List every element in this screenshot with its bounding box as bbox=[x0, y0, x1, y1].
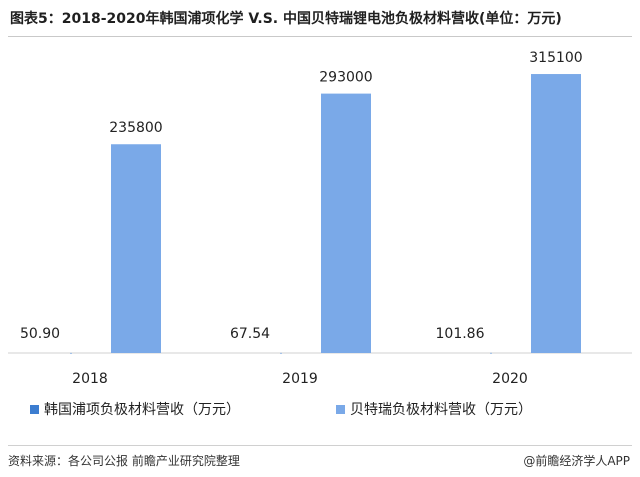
bar-btr-2018 bbox=[111, 144, 161, 353]
data-label-btr-2020: 315100 bbox=[529, 50, 582, 66]
data-label-btr-2018: 235800 bbox=[109, 120, 162, 136]
credit-note: @前瞻经济学人APP bbox=[523, 454, 630, 468]
bar-btr-2019 bbox=[321, 93, 371, 353]
bar-btr-2020 bbox=[531, 74, 581, 353]
footer-divider bbox=[8, 445, 632, 446]
x-tick-label-2020: 2020 bbox=[492, 371, 528, 387]
x-tick-labels: 2018 2019 2020 bbox=[72, 371, 528, 387]
data-label-posco-2019: 67.54 bbox=[230, 326, 270, 342]
bars-group: 50.90 67.54 101.86 235800 293000 315100 bbox=[20, 50, 583, 354]
title-divider bbox=[8, 36, 632, 37]
data-label-posco-2018: 50.90 bbox=[20, 326, 60, 342]
legend-label-2: 贝特瑞负极材料营收（万元） bbox=[350, 402, 532, 418]
bar-posco-2020 bbox=[490, 352, 492, 354]
legend-swatch-2 bbox=[336, 405, 345, 414]
legend-label-1: 韩国浦项负极材料营收（万元） bbox=[44, 402, 240, 418]
bar-posco-2018 bbox=[70, 352, 72, 354]
x-tick-label-2019: 2019 bbox=[282, 371, 318, 387]
data-label-btr-2019: 293000 bbox=[319, 70, 372, 86]
legend-swatch-1 bbox=[30, 405, 39, 414]
data-label-posco-2020: 101.86 bbox=[436, 326, 485, 342]
x-tick-label-2018: 2018 bbox=[72, 371, 108, 387]
source-note: 资料来源：各公司公报 前瞻产业研究院整理 bbox=[8, 454, 240, 468]
legend: 韩国浦项负极材料营收（万元） 贝特瑞负极材料营收（万元） bbox=[30, 402, 532, 418]
bar-posco-2019 bbox=[280, 352, 282, 354]
chart-title: 图表5：2018-2020年韩国浦项化学 V.S. 中国贝特瑞锂电池负极材料营收… bbox=[10, 11, 562, 27]
